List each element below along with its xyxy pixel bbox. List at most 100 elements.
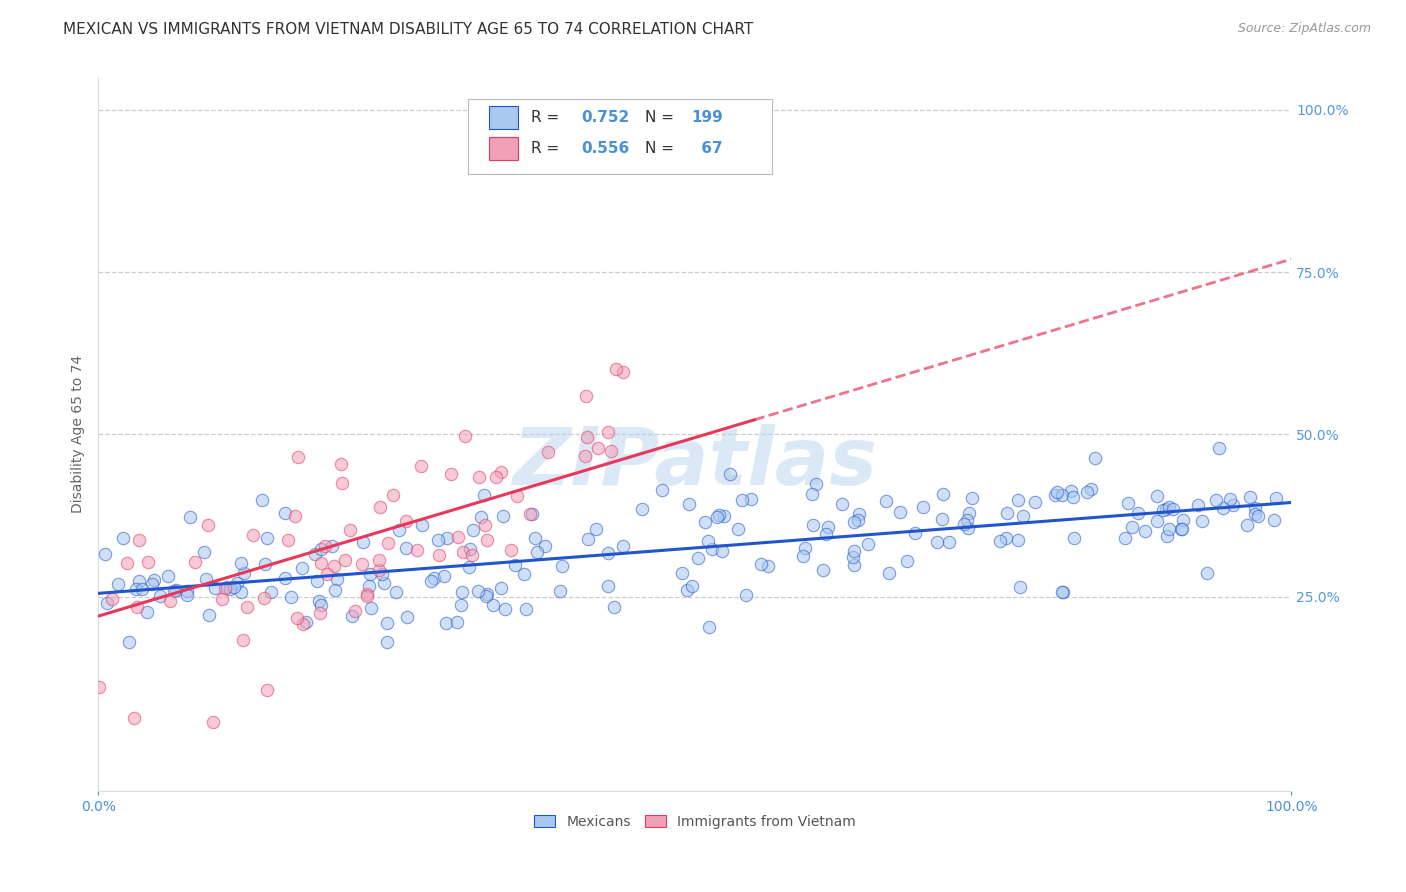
Point xyxy=(889,505,911,519)
Point xyxy=(848,507,870,521)
Point xyxy=(340,609,363,624)
Point xyxy=(184,555,207,569)
Point xyxy=(475,586,498,600)
Point xyxy=(612,539,634,553)
Point xyxy=(375,635,398,649)
Point xyxy=(339,524,361,538)
Point xyxy=(260,585,283,599)
Point xyxy=(1116,496,1139,510)
Point xyxy=(472,488,495,502)
Point xyxy=(1222,498,1244,512)
Point xyxy=(118,635,141,649)
Point xyxy=(1146,489,1168,503)
Point xyxy=(492,509,515,524)
Text: MEXICAN VS IMMIGRANTS FROM VIETNAM DISABILITY AGE 65 TO 74 CORRELATION CHART: MEXICAN VS IMMIGRANTS FROM VIETNAM DISAB… xyxy=(63,22,754,37)
Point xyxy=(322,559,344,574)
Point xyxy=(197,518,219,533)
Point xyxy=(96,596,118,610)
Text: 0.556: 0.556 xyxy=(582,141,630,155)
Point xyxy=(474,517,496,532)
Point xyxy=(141,577,163,591)
Point xyxy=(1007,493,1029,508)
Point xyxy=(1197,566,1219,580)
Point xyxy=(953,517,976,532)
Point xyxy=(433,569,456,583)
Point xyxy=(356,587,378,601)
Text: 0.752: 0.752 xyxy=(582,110,630,125)
Point xyxy=(475,589,498,603)
Point xyxy=(470,509,492,524)
Point xyxy=(195,572,218,586)
Point xyxy=(368,500,391,514)
Point xyxy=(222,580,245,594)
Point xyxy=(231,557,253,571)
Point xyxy=(163,584,186,599)
Point xyxy=(831,497,853,511)
Point xyxy=(411,518,433,533)
Point xyxy=(256,682,278,697)
Point xyxy=(718,467,741,482)
Point xyxy=(330,476,353,491)
Point xyxy=(122,711,145,725)
Point xyxy=(482,599,505,613)
Point xyxy=(314,539,336,553)
Point xyxy=(1050,584,1073,599)
Point xyxy=(800,486,823,500)
Point xyxy=(193,544,215,558)
Point xyxy=(1244,501,1267,516)
Text: R =: R = xyxy=(531,110,565,125)
Point xyxy=(280,590,302,604)
Point xyxy=(395,541,418,555)
Point xyxy=(1046,485,1069,500)
Point xyxy=(218,582,240,596)
Point xyxy=(697,620,720,634)
Point xyxy=(575,388,598,402)
Point xyxy=(676,583,699,598)
Point xyxy=(1008,580,1031,594)
Point xyxy=(631,501,654,516)
Point xyxy=(737,122,759,136)
Point xyxy=(749,557,772,571)
Point xyxy=(1052,488,1074,502)
Point xyxy=(89,680,111,694)
Point xyxy=(156,569,179,583)
Point xyxy=(875,494,897,508)
Point xyxy=(343,604,366,618)
Point xyxy=(309,606,332,620)
Point xyxy=(1212,500,1234,515)
Point xyxy=(513,566,536,581)
Point xyxy=(671,566,693,580)
Point xyxy=(844,544,866,558)
Point xyxy=(1076,485,1098,500)
Point xyxy=(1152,503,1174,517)
Point xyxy=(214,581,236,595)
Point xyxy=(325,582,347,597)
Point xyxy=(165,582,187,597)
Point xyxy=(706,509,728,524)
Point xyxy=(585,522,607,536)
Point xyxy=(368,563,391,577)
Point xyxy=(1060,483,1083,498)
Point xyxy=(125,582,148,597)
Point xyxy=(377,536,399,550)
Point xyxy=(422,571,444,585)
Point xyxy=(938,534,960,549)
Point xyxy=(494,602,516,616)
Point xyxy=(678,497,700,511)
Point xyxy=(503,558,526,573)
Point xyxy=(727,522,749,536)
Point xyxy=(526,545,548,559)
Point xyxy=(217,580,239,594)
FancyBboxPatch shape xyxy=(468,99,772,174)
Point xyxy=(537,445,560,459)
Point xyxy=(740,491,762,506)
Point xyxy=(450,585,472,599)
Point xyxy=(988,533,1011,548)
Point xyxy=(931,512,953,526)
Point xyxy=(446,530,468,544)
Point xyxy=(1156,528,1178,542)
Point xyxy=(475,533,498,547)
Point xyxy=(427,533,450,547)
Point xyxy=(356,589,378,603)
Point xyxy=(357,579,380,593)
